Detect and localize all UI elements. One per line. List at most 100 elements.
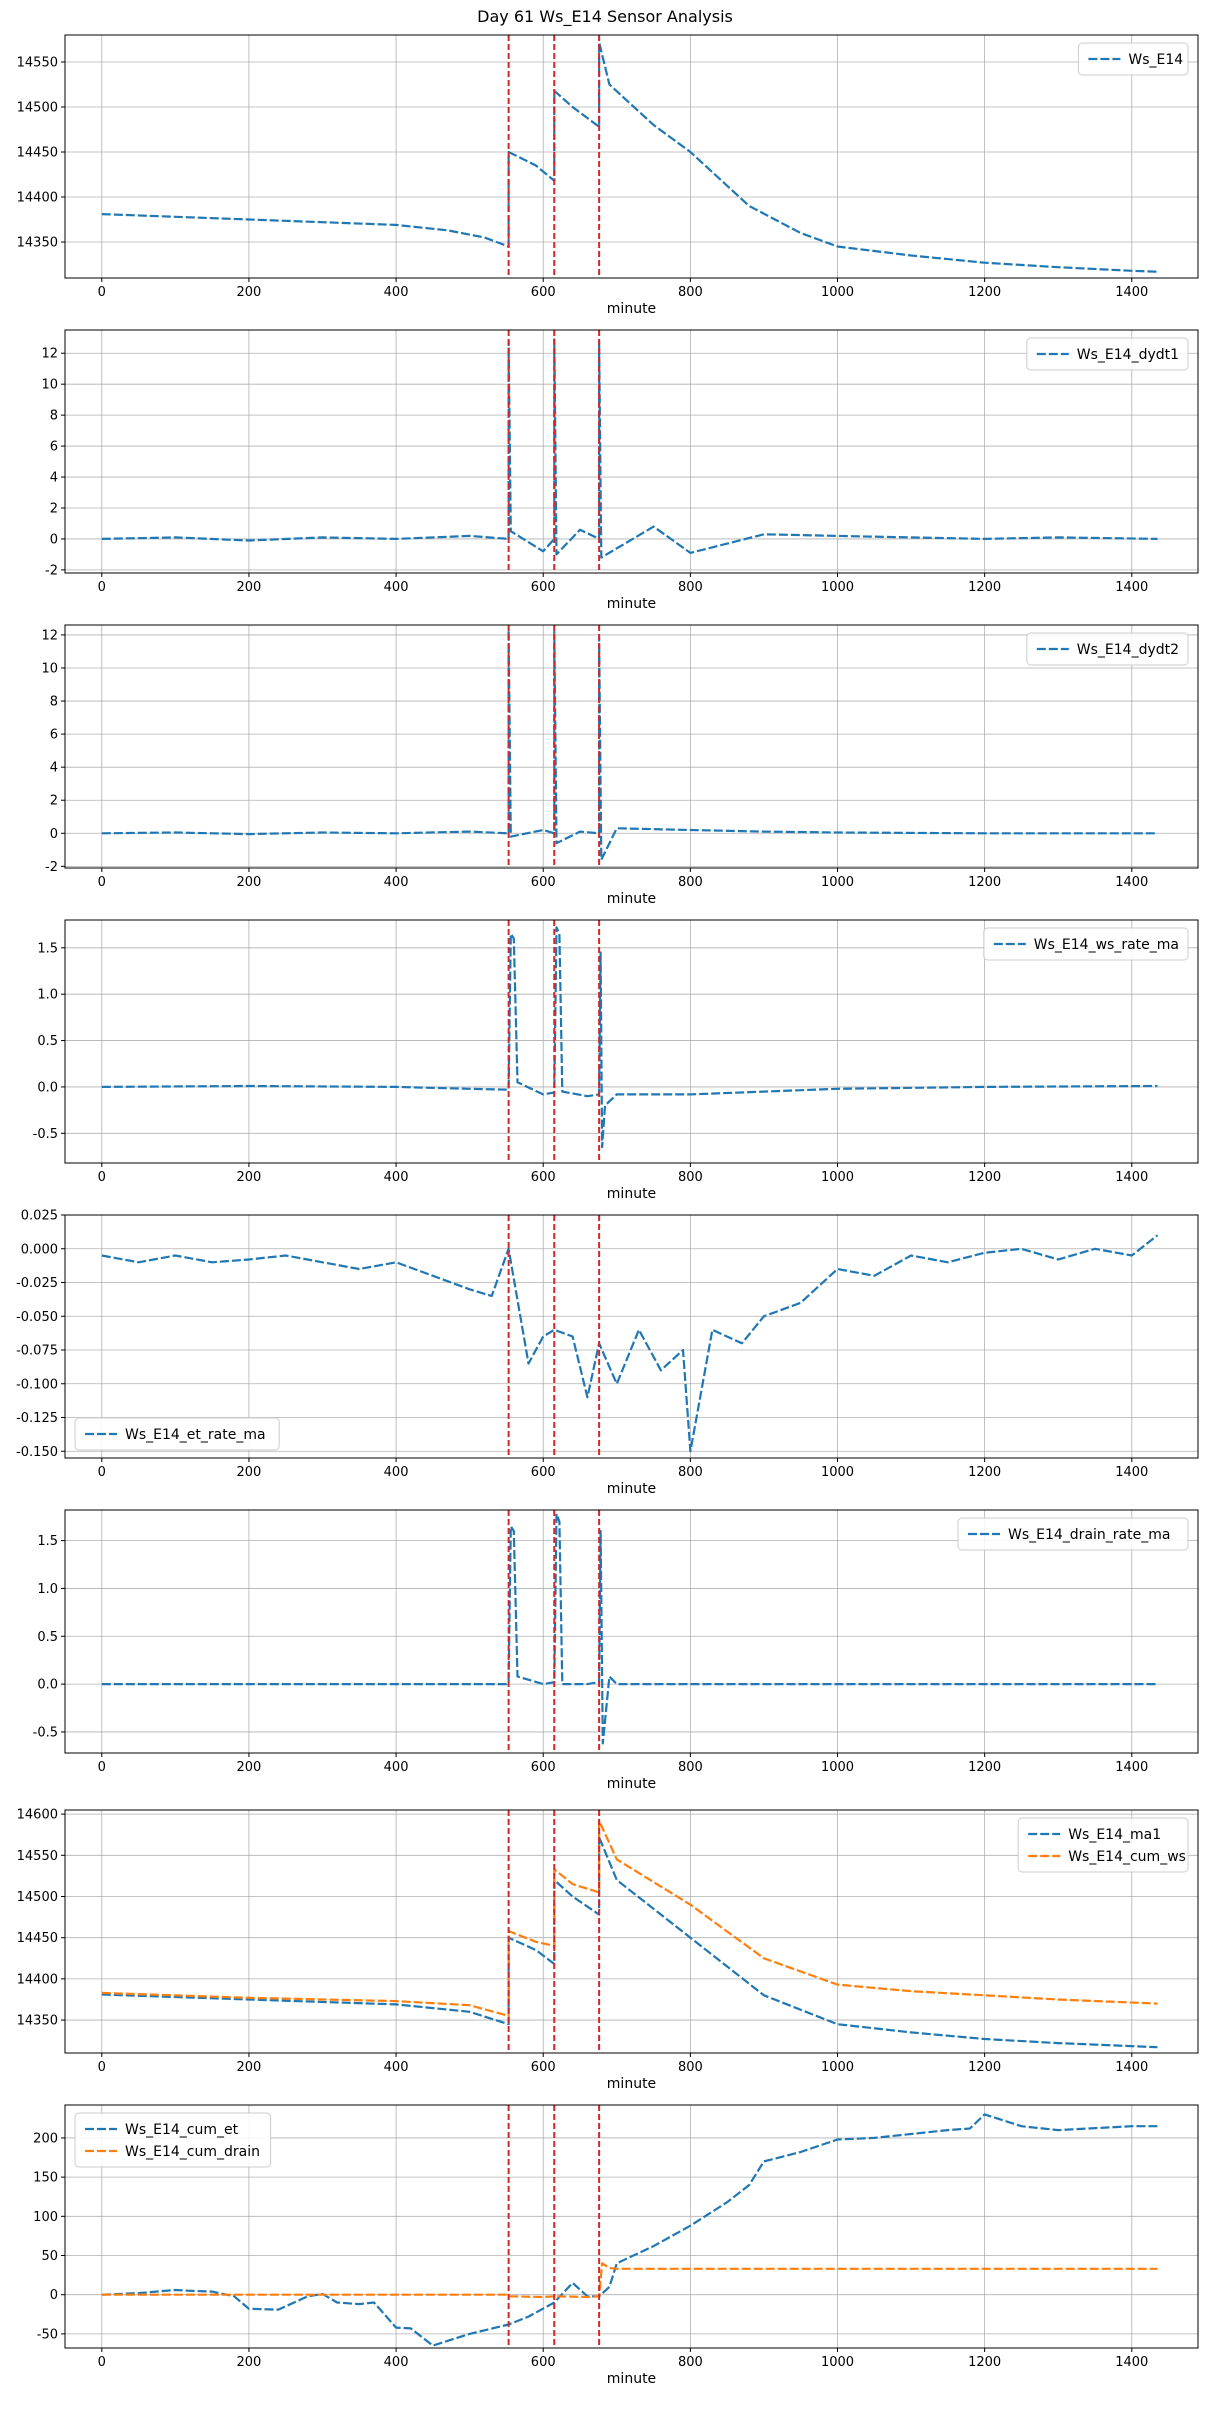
axes-frame xyxy=(64,919,1199,1164)
legend-entry: Ws_E14 xyxy=(1128,52,1183,68)
x-tick-label: 1000 xyxy=(821,1465,854,1480)
x-tick-label: 1000 xyxy=(821,2355,854,2370)
axes-frame xyxy=(64,1809,1199,2054)
legend: Ws_E14_ws_rate_ma xyxy=(983,927,1189,961)
y-tick-label: 1.0 xyxy=(37,988,58,1003)
x-tick-label: 600 xyxy=(531,2060,556,2075)
x-tick-label: 800 xyxy=(678,1170,703,1185)
y-tick-label: 0.0 xyxy=(37,1678,58,1693)
y-tick-label: -0.5 xyxy=(33,1127,58,1142)
y-tick-label: 6 xyxy=(50,440,58,455)
subplot-3: 0 200 400 600 800 1000 1200 1400 -2 0 2 4 6 8 10 12 minu… xyxy=(41,624,1199,907)
y-tick-label: 50 xyxy=(41,2249,58,2264)
series-line-Ws_E14 xyxy=(101,41,1158,273)
legend-entry: Ws_E14_dydt2 xyxy=(1077,642,1179,658)
x-tick-label: 200 xyxy=(237,2355,262,2370)
series-line-Ws_E14_cum_et xyxy=(101,2113,1158,2347)
x-tick-label: 600 xyxy=(531,875,556,890)
y-tick-label: 4 xyxy=(50,761,58,776)
y-tick-label: 1.5 xyxy=(37,1534,58,1549)
x-tick-label: 600 xyxy=(531,1465,556,1480)
x-tick-label: 800 xyxy=(678,2060,703,2075)
y-tick-label: -50 xyxy=(37,2327,58,2342)
subplot-4: 0 200 400 600 800 1000 1200 1400 -0.5 0.0 0.5 1.0 1.… xyxy=(33,919,1199,1202)
x-axis-label: minute xyxy=(607,1186,656,1202)
y-tick-label: 0.000 xyxy=(21,1242,58,1257)
x-tick-label: 400 xyxy=(384,1170,409,1185)
series-line-Ws_E14_cum_drain xyxy=(101,2262,1158,2299)
axes-frame xyxy=(64,624,1199,869)
y-tick-label: 14600 xyxy=(17,1808,58,1823)
x-tick-label: 600 xyxy=(531,1170,556,1185)
x-tick-label: 800 xyxy=(678,875,703,890)
x-tick-label: 1400 xyxy=(1115,1760,1148,1775)
x-tick-label: 1400 xyxy=(1115,875,1148,890)
legend: Ws_E14 xyxy=(1077,42,1189,76)
x-tick-label: 400 xyxy=(384,285,409,300)
x-tick-label: 200 xyxy=(237,1760,262,1775)
x-tick-label: 0 xyxy=(98,1170,106,1185)
x-tick-label: 400 xyxy=(384,2060,409,2075)
x-tick-label: 1200 xyxy=(968,1170,1001,1185)
axes-frame xyxy=(64,1509,1199,1754)
legend-entry: Ws_E14_cum_ws xyxy=(1068,1849,1186,1865)
subplot-6: 0 200 400 600 800 1000 1200 1400 -0.5 0.0 0.5 1.0 1.… xyxy=(33,1509,1199,1792)
legend-box xyxy=(74,1417,280,1451)
x-tick-label: 1200 xyxy=(968,2355,1001,2370)
x-tick-label: 600 xyxy=(531,2355,556,2370)
x-tick-label: 400 xyxy=(384,1465,409,1480)
x-tick-label: 400 xyxy=(384,580,409,595)
y-tick-label: 100 xyxy=(33,2210,58,2225)
x-tick-label: 0 xyxy=(98,1465,106,1480)
series-line-Ws_E14_dydt1 xyxy=(101,338,1158,559)
legend-entry: Ws_E14_ws_rate_ma xyxy=(1034,937,1179,953)
subplot-7: 0 200 400 600 800 1000 1200 1400 14350 14400 14450… xyxy=(17,1808,1199,2092)
series-line-Ws_E14_drain_rate_ma xyxy=(101,1512,1158,1745)
series-line-Ws_E14_ma1 xyxy=(101,1836,1158,2049)
y-tick-label: -0.025 xyxy=(16,1276,58,1291)
x-tick-label: 800 xyxy=(678,580,703,595)
x-tick-label: 400 xyxy=(384,1760,409,1775)
y-tick-label: 200 xyxy=(33,2131,58,2146)
y-tick-label: 8 xyxy=(50,695,58,710)
y-tick-label: -0.075 xyxy=(16,1344,58,1359)
legend-box xyxy=(1026,632,1189,666)
x-tick-label: 1400 xyxy=(1115,285,1148,300)
y-tick-label: 150 xyxy=(33,2171,58,2186)
x-axis-label: minute xyxy=(607,596,656,612)
x-axis-label: minute xyxy=(607,1776,656,1792)
y-tick-label: 14400 xyxy=(17,1972,58,1987)
y-tick-label: -2 xyxy=(45,563,58,578)
x-tick-label: 400 xyxy=(384,2355,409,2370)
series-line-Ws_E14_et_rate_ma xyxy=(101,1234,1159,1453)
x-tick-label: 600 xyxy=(531,285,556,300)
x-tick-label: 1400 xyxy=(1115,1465,1148,1480)
x-tick-label: 800 xyxy=(678,285,703,300)
legend: Ws_E14_drain_rate_ma xyxy=(957,1517,1189,1551)
legend-box xyxy=(74,2112,272,2168)
legend-box xyxy=(1026,337,1189,371)
y-tick-label: 8 xyxy=(50,409,58,424)
y-tick-label: 1.5 xyxy=(37,941,58,956)
y-tick-label: 1.0 xyxy=(37,1582,58,1597)
y-tick-label: 0.5 xyxy=(37,1034,58,1049)
x-tick-label: 1200 xyxy=(968,285,1001,300)
x-tick-label: 200 xyxy=(237,285,262,300)
x-tick-label: 200 xyxy=(237,875,262,890)
series-line-Ws_E14_dydt2 xyxy=(101,628,1158,861)
y-tick-label: 2 xyxy=(50,501,58,516)
x-tick-label: 200 xyxy=(237,1170,262,1185)
y-tick-label: 14450 xyxy=(17,146,58,161)
x-tick-label: 1000 xyxy=(821,2060,854,2075)
legend-box xyxy=(983,927,1189,961)
x-tick-label: 1400 xyxy=(1115,1170,1148,1185)
legend-entry: Ws_E14_et_rate_ma xyxy=(125,1427,266,1443)
x-tick-label: 1000 xyxy=(821,1760,854,1775)
y-tick-label: -0.100 xyxy=(16,1377,58,1392)
x-tick-label: 0 xyxy=(98,285,106,300)
x-tick-label: 200 xyxy=(237,2060,262,2075)
y-tick-label: 6 xyxy=(50,728,58,743)
subplot-2: 0 200 400 600 800 1000 1200 1400 -2 0 2 4 6 8 10 12 minu… xyxy=(41,329,1199,612)
legend-box xyxy=(957,1517,1189,1551)
